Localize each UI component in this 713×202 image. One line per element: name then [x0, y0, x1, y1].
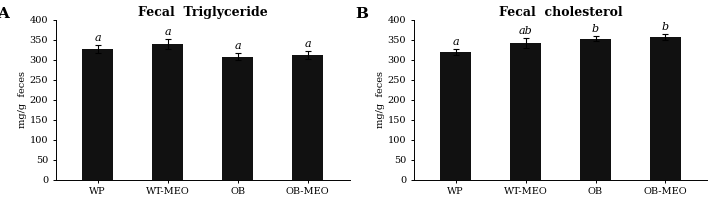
- Bar: [580, 39, 611, 180]
- Text: a: a: [165, 27, 171, 37]
- Text: a: a: [452, 37, 459, 46]
- Text: ab: ab: [519, 26, 533, 36]
- Text: A: A: [0, 7, 9, 21]
- Text: a: a: [304, 39, 311, 49]
- Text: b: b: [592, 24, 599, 34]
- Bar: [510, 43, 541, 180]
- Y-axis label: mg/g  feces: mg/g feces: [18, 71, 27, 128]
- Bar: [292, 55, 323, 180]
- Title: Fecal  Triglyceride: Fecal Triglyceride: [138, 6, 267, 19]
- Bar: [222, 57, 253, 180]
- Bar: [152, 44, 183, 180]
- Y-axis label: mg/g  feces: mg/g feces: [376, 71, 385, 128]
- Text: b: b: [662, 22, 669, 32]
- Text: a: a: [94, 33, 101, 43]
- Bar: [440, 52, 471, 180]
- Title: Fecal  cholesterol: Fecal cholesterol: [499, 6, 622, 19]
- Text: a: a: [235, 41, 241, 51]
- Bar: [82, 48, 113, 180]
- Bar: [650, 37, 681, 180]
- Text: B: B: [355, 7, 368, 21]
